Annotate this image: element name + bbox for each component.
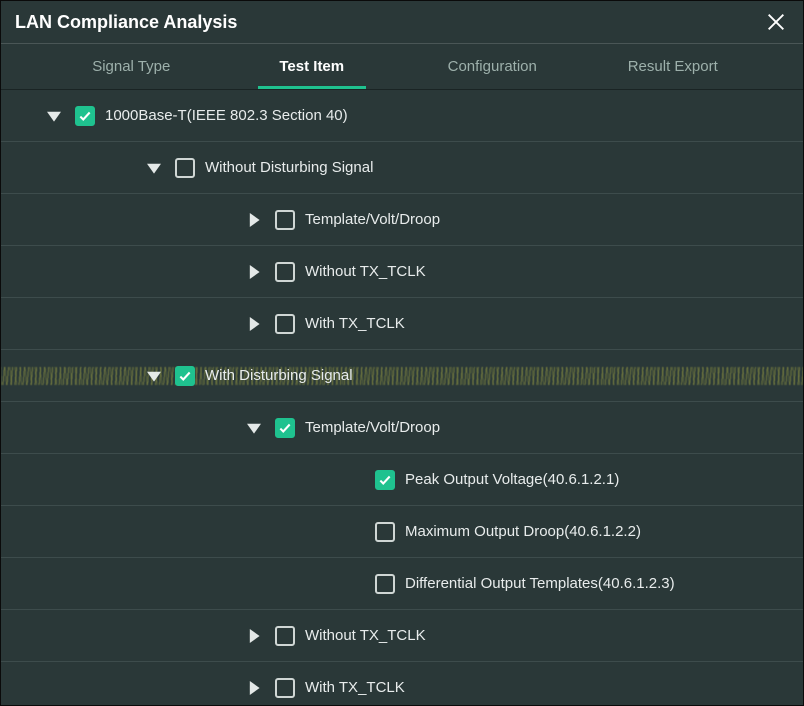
collapse-toggle[interactable] xyxy=(143,157,165,179)
tree-checkbox[interactable] xyxy=(275,210,295,230)
tree-row: Without TX_TCLK xyxy=(1,246,803,298)
tab-configuration[interactable]: Configuration xyxy=(402,44,583,89)
tree-row: Without Disturbing Signal xyxy=(1,142,803,194)
titlebar: LAN Compliance Analysis xyxy=(1,1,803,44)
tree-row: Differential Output Templates(40.6.1.2.3… xyxy=(1,558,803,610)
collapse-toggle[interactable] xyxy=(143,365,165,387)
tree-checkbox[interactable] xyxy=(275,314,295,334)
tree-checkbox[interactable] xyxy=(375,470,395,490)
tab-test-item[interactable]: Test Item xyxy=(222,44,403,89)
expand-toggle[interactable] xyxy=(243,313,265,335)
chevron-down-icon xyxy=(247,421,261,435)
tab-label: Signal Type xyxy=(92,58,170,75)
tree-row: Template/Volt/Droop xyxy=(1,194,803,246)
expand-toggle[interactable] xyxy=(243,625,265,647)
dialog-window: LAN Compliance Analysis Signal Type Test… xyxy=(0,0,804,706)
tree-row: 1000Base-T(IEEE 802.3 Section 40) xyxy=(1,90,803,142)
chevron-right-icon xyxy=(247,681,261,695)
tree-checkbox[interactable] xyxy=(275,678,295,698)
tree-item-label: Without Disturbing Signal xyxy=(205,159,373,176)
tree-item-label: Without TX_TCLK xyxy=(305,627,426,644)
tree-row: Without TX_TCLK xyxy=(1,610,803,662)
tree-item-label: Without TX_TCLK xyxy=(305,263,426,280)
chevron-down-icon xyxy=(147,369,161,383)
tree-checkbox[interactable] xyxy=(175,366,195,386)
tree-item-label: Peak Output Voltage(40.6.1.2.1) xyxy=(405,471,619,488)
tree-checkbox[interactable] xyxy=(175,158,195,178)
expand-toggle[interactable] xyxy=(243,261,265,283)
tree-row: With TX_TCLK xyxy=(1,662,803,705)
close-button[interactable] xyxy=(763,9,789,35)
chevron-right-icon xyxy=(247,265,261,279)
tree-item-label: Differential Output Templates(40.6.1.2.3… xyxy=(405,575,675,592)
tree-row: Maximum Output Droop(40.6.1.2.2) xyxy=(1,506,803,558)
tree-item-label: With TX_TCLK xyxy=(305,315,405,332)
tree-item-label: With Disturbing Signal xyxy=(205,367,353,384)
tree-item-label: Maximum Output Droop(40.6.1.2.2) xyxy=(405,523,641,540)
tab-signal-type[interactable]: Signal Type xyxy=(41,44,222,89)
check-icon xyxy=(78,109,92,123)
tree-checkbox[interactable] xyxy=(375,574,395,594)
tab-result-export[interactable]: Result Export xyxy=(583,44,764,89)
chevron-right-icon xyxy=(247,629,261,643)
expand-toggle[interactable] xyxy=(243,677,265,699)
chevron-down-icon xyxy=(147,161,161,175)
close-icon xyxy=(765,11,787,33)
tab-label: Result Export xyxy=(628,58,718,75)
collapse-toggle[interactable] xyxy=(243,417,265,439)
tree-checkbox[interactable] xyxy=(275,418,295,438)
expand-toggle[interactable] xyxy=(243,209,265,231)
check-icon xyxy=(378,473,392,487)
check-icon xyxy=(278,421,292,435)
tree-row: Peak Output Voltage(40.6.1.2.1) xyxy=(1,454,803,506)
tab-label: Test Item xyxy=(279,58,344,75)
collapse-toggle[interactable] xyxy=(43,105,65,127)
check-icon xyxy=(178,369,192,383)
tree-checkbox[interactable] xyxy=(375,522,395,542)
tab-bar: Signal Type Test Item Configuration Resu… xyxy=(1,44,803,90)
tree-row: With TX_TCLK xyxy=(1,298,803,350)
tree-row: Template/Volt/Droop xyxy=(1,402,803,454)
tree-item-label: 1000Base-T(IEEE 802.3 Section 40) xyxy=(105,107,348,124)
tree-checkbox[interactable] xyxy=(275,262,295,282)
chevron-down-icon xyxy=(47,109,61,123)
tree-checkbox[interactable] xyxy=(75,106,95,126)
tree-row: With Disturbing Signal xyxy=(1,350,803,402)
tree-item-label: Template/Volt/Droop xyxy=(305,419,440,436)
chevron-right-icon xyxy=(247,317,261,331)
tree-checkbox[interactable] xyxy=(275,626,295,646)
tree-item-label: Template/Volt/Droop xyxy=(305,211,440,228)
tab-label: Configuration xyxy=(448,58,537,75)
window-title: LAN Compliance Analysis xyxy=(15,12,237,33)
tree-item-label: With TX_TCLK xyxy=(305,679,405,696)
chevron-right-icon xyxy=(247,213,261,227)
test-item-tree: 1000Base-T(IEEE 802.3 Section 40) Without… xyxy=(1,90,803,705)
